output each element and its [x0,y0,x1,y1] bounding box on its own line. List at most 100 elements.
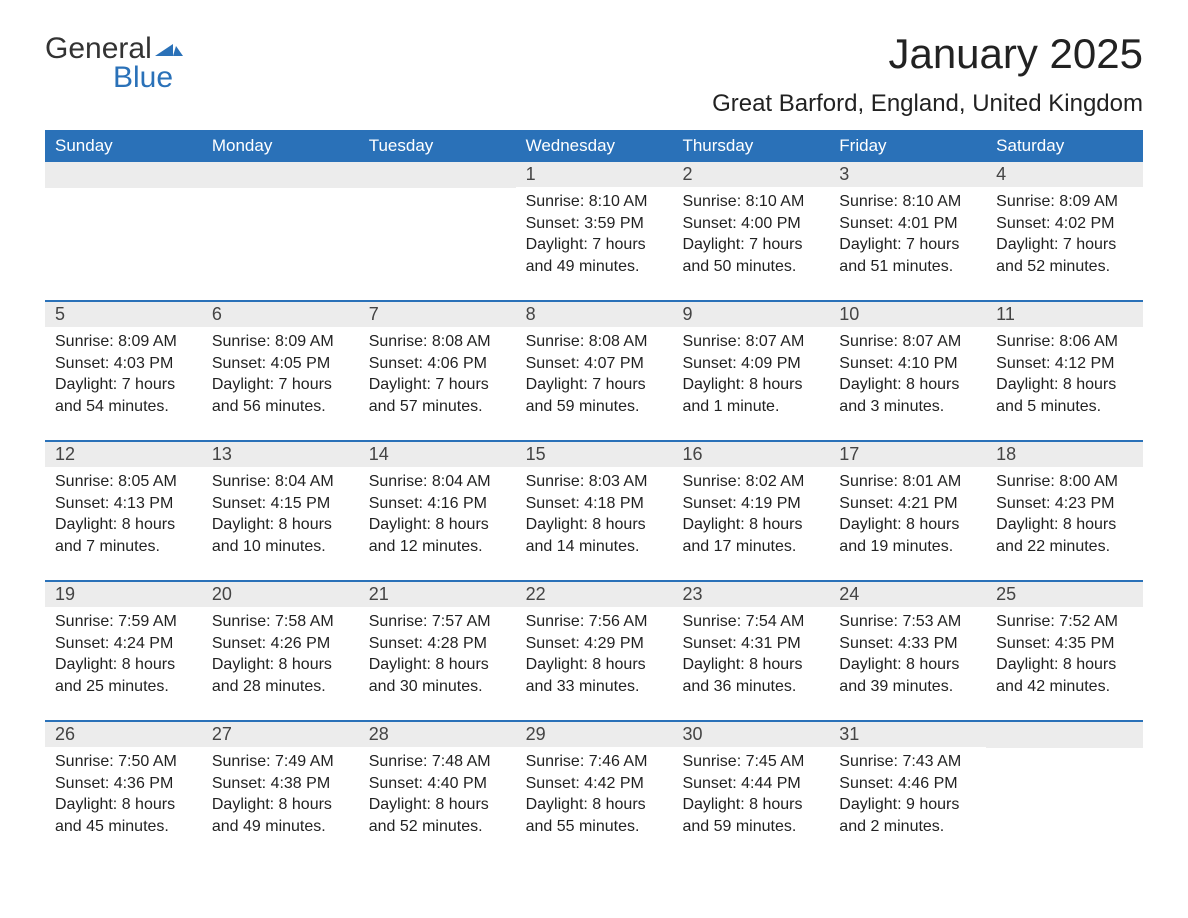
day-cell: 29Sunrise: 7:46 AMSunset: 4:42 PMDayligh… [516,722,673,842]
day-number: 18 [986,442,1143,467]
flag-icon [155,35,183,64]
day-number: 22 [516,582,673,607]
day-cell: 31Sunrise: 7:43 AMSunset: 4:46 PMDayligh… [829,722,986,842]
daylight-text: Daylight: 7 hours and 57 minutes. [369,374,506,417]
day-cell: 19Sunrise: 7:59 AMSunset: 4:24 PMDayligh… [45,582,202,702]
day-content: Sunrise: 8:01 AMSunset: 4:21 PMDaylight:… [829,467,986,561]
sunrise-text: Sunrise: 7:53 AM [839,611,976,633]
day-content: Sunrise: 8:09 AMSunset: 4:05 PMDaylight:… [202,327,359,421]
day-cell: 17Sunrise: 8:01 AMSunset: 4:21 PMDayligh… [829,442,986,562]
day-number: 3 [829,162,986,187]
sunrise-text: Sunrise: 8:06 AM [996,331,1133,353]
day-content: Sunrise: 8:09 AMSunset: 4:02 PMDaylight:… [986,187,1143,281]
day-number: 5 [45,302,202,327]
week-row: 19Sunrise: 7:59 AMSunset: 4:24 PMDayligh… [45,580,1143,702]
day-cell: 4Sunrise: 8:09 AMSunset: 4:02 PMDaylight… [986,162,1143,282]
day-content: Sunrise: 8:05 AMSunset: 4:13 PMDaylight:… [45,467,202,561]
day-cell: 22Sunrise: 7:56 AMSunset: 4:29 PMDayligh… [516,582,673,702]
day-cell: 23Sunrise: 7:54 AMSunset: 4:31 PMDayligh… [672,582,829,702]
weekday-header: Thursday [672,130,829,162]
sunrise-text: Sunrise: 8:09 AM [212,331,349,353]
day-number: 30 [672,722,829,747]
day-content: Sunrise: 8:10 AMSunset: 4:00 PMDaylight:… [672,187,829,281]
logo-top-row: General [45,35,183,64]
daylight-text: Daylight: 7 hours and 50 minutes. [682,234,819,277]
daylight-text: Daylight: 7 hours and 51 minutes. [839,234,976,277]
day-cell: 13Sunrise: 8:04 AMSunset: 4:15 PMDayligh… [202,442,359,562]
sunrise-text: Sunrise: 8:08 AM [526,331,663,353]
daylight-text: Daylight: 8 hours and 22 minutes. [996,514,1133,557]
day-cell: 25Sunrise: 7:52 AMSunset: 4:35 PMDayligh… [986,582,1143,702]
sunrise-text: Sunrise: 7:52 AM [996,611,1133,633]
sunset-text: Sunset: 4:10 PM [839,353,976,375]
day-cell: 11Sunrise: 8:06 AMSunset: 4:12 PMDayligh… [986,302,1143,422]
daylight-text: Daylight: 9 hours and 2 minutes. [839,794,976,837]
day-number [359,162,516,188]
day-cell [202,162,359,282]
sunrise-text: Sunrise: 7:56 AM [526,611,663,633]
day-number: 16 [672,442,829,467]
day-number: 13 [202,442,359,467]
weekday-header: Wednesday [516,130,673,162]
day-content: Sunrise: 7:48 AMSunset: 4:40 PMDaylight:… [359,747,516,841]
sunset-text: Sunset: 4:00 PM [682,213,819,235]
sunset-text: Sunset: 4:21 PM [839,493,976,515]
sunrise-text: Sunrise: 8:09 AM [55,331,192,353]
day-number: 27 [202,722,359,747]
day-cell: 27Sunrise: 7:49 AMSunset: 4:38 PMDayligh… [202,722,359,842]
day-number: 19 [45,582,202,607]
sunrise-text: Sunrise: 8:04 AM [212,471,349,493]
sunrise-text: Sunrise: 8:04 AM [369,471,506,493]
sunrise-text: Sunrise: 7:43 AM [839,751,976,773]
day-number: 23 [672,582,829,607]
day-number: 29 [516,722,673,747]
sunset-text: Sunset: 4:19 PM [682,493,819,515]
day-content: Sunrise: 8:00 AMSunset: 4:23 PMDaylight:… [986,467,1143,561]
sunrise-text: Sunrise: 7:45 AM [682,751,819,773]
location: Great Barford, England, United Kingdom [712,90,1143,118]
sunrise-text: Sunrise: 8:05 AM [55,471,192,493]
sunset-text: Sunset: 4:38 PM [212,773,349,795]
sunrise-text: Sunrise: 7:57 AM [369,611,506,633]
daylight-text: Daylight: 8 hours and 19 minutes. [839,514,976,557]
day-number: 6 [202,302,359,327]
sunrise-text: Sunrise: 8:00 AM [996,471,1133,493]
day-content: Sunrise: 7:43 AMSunset: 4:46 PMDaylight:… [829,747,986,841]
daylight-text: Daylight: 8 hours and 36 minutes. [682,654,819,697]
sunset-text: Sunset: 4:12 PM [996,353,1133,375]
day-cell: 18Sunrise: 8:00 AMSunset: 4:23 PMDayligh… [986,442,1143,562]
daylight-text: Daylight: 8 hours and 49 minutes. [212,794,349,837]
day-content: Sunrise: 8:10 AMSunset: 4:01 PMDaylight:… [829,187,986,281]
day-number: 7 [359,302,516,327]
daylight-text: Daylight: 8 hours and 5 minutes. [996,374,1133,417]
day-content: Sunrise: 8:06 AMSunset: 4:12 PMDaylight:… [986,327,1143,421]
day-content: Sunrise: 8:08 AMSunset: 4:07 PMDaylight:… [516,327,673,421]
day-number: 21 [359,582,516,607]
sunrise-text: Sunrise: 8:07 AM [682,331,819,353]
day-cell [45,162,202,282]
day-cell: 8Sunrise: 8:08 AMSunset: 4:07 PMDaylight… [516,302,673,422]
day-content: Sunrise: 8:02 AMSunset: 4:19 PMDaylight:… [672,467,829,561]
page-header: General Blue January 2025 Great Barford,… [45,30,1143,118]
day-number: 8 [516,302,673,327]
sunset-text: Sunset: 4:16 PM [369,493,506,515]
day-number: 28 [359,722,516,747]
day-number: 9 [672,302,829,327]
day-cell: 16Sunrise: 8:02 AMSunset: 4:19 PMDayligh… [672,442,829,562]
day-number: 25 [986,582,1143,607]
day-content: Sunrise: 7:57 AMSunset: 4:28 PMDaylight:… [359,607,516,701]
daylight-text: Daylight: 8 hours and 42 minutes. [996,654,1133,697]
day-number [45,162,202,188]
daylight-text: Daylight: 8 hours and 7 minutes. [55,514,192,557]
day-number: 20 [202,582,359,607]
sunrise-text: Sunrise: 8:09 AM [996,191,1133,213]
day-number: 10 [829,302,986,327]
day-cell: 21Sunrise: 7:57 AMSunset: 4:28 PMDayligh… [359,582,516,702]
day-number: 15 [516,442,673,467]
day-number: 14 [359,442,516,467]
sunrise-text: Sunrise: 8:02 AM [682,471,819,493]
day-content: Sunrise: 8:09 AMSunset: 4:03 PMDaylight:… [45,327,202,421]
sunset-text: Sunset: 4:36 PM [55,773,192,795]
sunset-text: Sunset: 4:31 PM [682,633,819,655]
daylight-text: Daylight: 8 hours and 52 minutes. [369,794,506,837]
